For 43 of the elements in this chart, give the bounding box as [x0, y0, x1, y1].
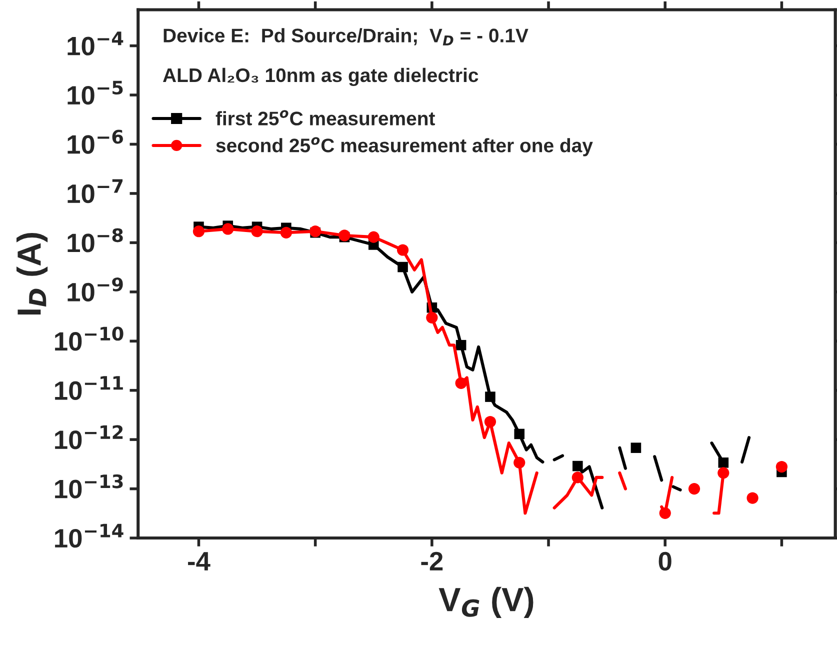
y-tick-label: 10$^{−14}$ [55, 524, 124, 548]
point [485, 392, 496, 402]
y-tick-label: 10$^{−11}$ [55, 376, 123, 400]
y-tick-label: 10$^{−12}$ [55, 425, 123, 450]
y-tick-label: 10$^{−5}$ [68, 80, 123, 105]
point [251, 226, 263, 238]
y-axis-title: I$_{D}$ (A) [16, 232, 48, 314]
y-tick-label: 10$^{−9}$ [68, 277, 123, 302]
point [718, 457, 729, 468]
point [514, 428, 525, 440]
annotation: Device E: Pd Source/Drain; V$_{D}$ = - 0.1V [164, 28, 528, 46]
point [368, 231, 380, 243]
point [456, 340, 466, 350]
point [659, 507, 671, 519]
point [396, 244, 409, 256]
point [398, 262, 408, 272]
annotation: ALD Al₂O₃ 10nm as gate dielectric [162, 68, 478, 86]
point [280, 226, 292, 238]
x-axis-title: V$_{G}$ (V) [438, 586, 534, 618]
legend-label: second 25$^{o}$C measurement after one day [216, 137, 593, 156]
point [514, 456, 526, 468]
y-tick-label: 10$^{−8}$ [68, 228, 123, 252]
x-tick-label: -4 [188, 552, 210, 570]
y-tick-label: 10$^{−7}$ [68, 179, 123, 204]
point [455, 377, 467, 389]
point [746, 492, 758, 504]
point [426, 312, 438, 324]
x-tick-label: 0 [658, 552, 672, 571]
point [630, 442, 642, 453]
point [572, 472, 584, 484]
point [718, 467, 730, 479]
point [688, 482, 700, 495]
point [192, 226, 205, 238]
point [572, 460, 583, 472]
y-tick-label: 10$^{−10}$ [55, 326, 124, 351]
point [776, 460, 788, 473]
x-tick-label: -2 [421, 552, 443, 570]
y-tick-label: 10$^{−13}$ [55, 474, 123, 498]
y-tick-label: 10$^{−6}$ [68, 130, 124, 154]
y-tick-label: 10$^{−4}$ [68, 32, 124, 56]
point [484, 416, 496, 428]
point [222, 223, 234, 235]
legend-label: first 25$^{o}$C measurement [216, 110, 435, 126]
